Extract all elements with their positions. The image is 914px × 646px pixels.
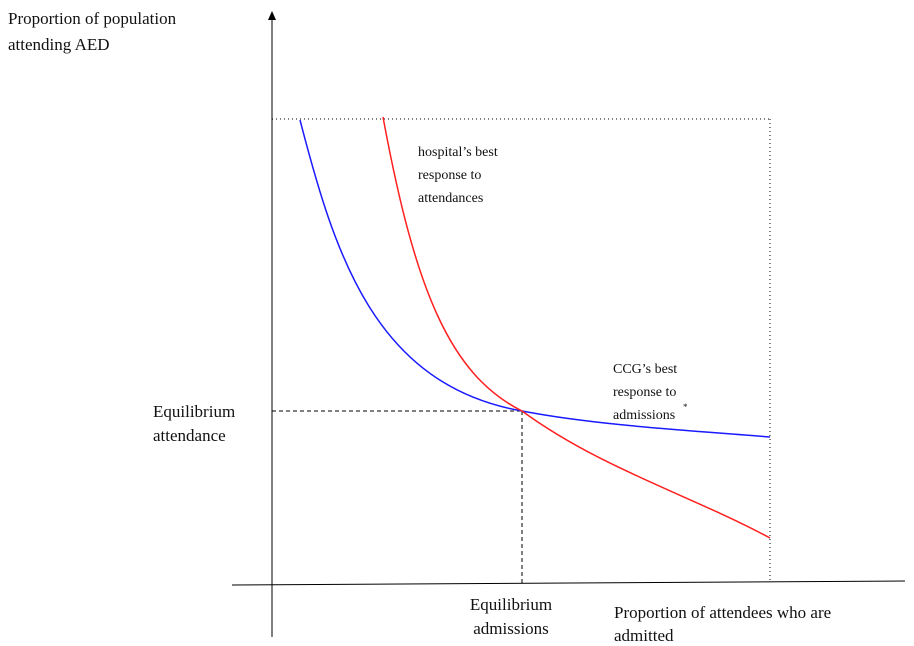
hospital-label: hospital’s best xyxy=(418,145,498,160)
ccg-curve xyxy=(299,119,771,438)
ccg-label: CCG’s best xyxy=(613,362,677,377)
y-axis-label: attending AED xyxy=(8,35,110,54)
x-axis-label: Proportion of attendees who are xyxy=(614,603,831,622)
y-axis-label: Proportion of population xyxy=(8,9,177,28)
hospital-curve xyxy=(382,116,771,539)
equilibrium-y-label: Equilibrium xyxy=(153,402,235,421)
ccg-footnote-mark: * xyxy=(683,402,688,412)
equilibrium-x-label: Equilibrium xyxy=(470,595,552,614)
x-axis-label: admitted xyxy=(614,626,674,645)
hospital-label: response to xyxy=(418,168,481,183)
x-axis xyxy=(231,580,906,586)
equilibrium-x-label: admissions xyxy=(473,619,549,638)
y-axis-arrow xyxy=(268,11,276,20)
ccg-label: admissions xyxy=(613,408,675,423)
equilibrium-y-label: attendance xyxy=(153,426,226,445)
hospital-label: attendances xyxy=(418,191,483,206)
ccg-label: response to xyxy=(613,385,676,400)
